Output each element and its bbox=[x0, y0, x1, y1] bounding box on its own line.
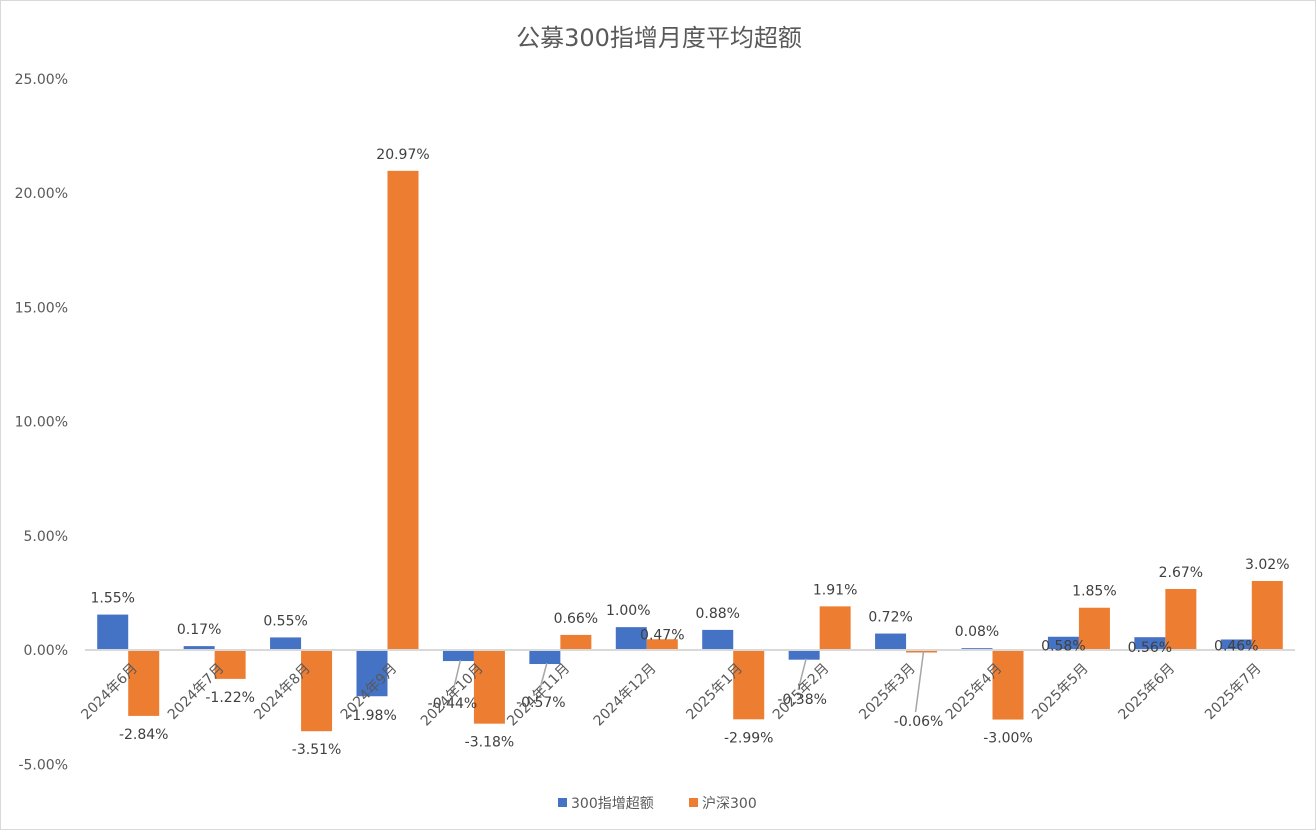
data-label: -0.57% bbox=[516, 695, 566, 711]
bar-csi300 bbox=[1251, 580, 1283, 650]
data-label: -1.98% bbox=[347, 708, 397, 724]
bar-index-enhanced bbox=[788, 651, 820, 660]
data-label: 0.58% bbox=[1041, 639, 1085, 655]
data-label: 2.67% bbox=[1159, 565, 1203, 581]
legend: 300指增超额 沪深300 bbox=[558, 796, 757, 812]
data-label: 0.55% bbox=[263, 613, 307, 629]
data-label: -1.22% bbox=[205, 690, 255, 706]
bar-csi300 bbox=[1078, 607, 1110, 650]
chart-title: 公募300指增月度平均超额 bbox=[516, 24, 802, 52]
data-label: 0.66% bbox=[554, 611, 598, 627]
leader-line bbox=[797, 658, 807, 691]
bar-csi300 bbox=[646, 639, 678, 650]
bar-index-enhanced bbox=[97, 614, 129, 650]
data-label: -0.44% bbox=[428, 696, 478, 712]
bars bbox=[97, 170, 1283, 732]
y-tick-label: 0.00% bbox=[24, 643, 68, 659]
x-tick-label: 2025年6月 bbox=[1116, 661, 1179, 724]
y-tick-label: 10.00% bbox=[15, 415, 68, 431]
data-label: -0.06% bbox=[894, 714, 944, 730]
y-tick-label: 25.00% bbox=[15, 72, 68, 88]
data-label: 0.47% bbox=[640, 627, 684, 643]
bar-csi300 bbox=[992, 651, 1024, 720]
data-label: -2.99% bbox=[724, 730, 774, 746]
data-label: -2.84% bbox=[119, 727, 169, 743]
bar-index-enhanced bbox=[1047, 636, 1079, 650]
bar-index-enhanced bbox=[1134, 637, 1166, 650]
data-labels: 1.55% 0.17% 0.55% -1.98% -0.44% -0.57% 1.00% 0.… bbox=[90, 147, 1289, 758]
bar-index-enhanced bbox=[529, 651, 561, 665]
bar-index-enhanced bbox=[615, 627, 647, 650]
data-label: 0.88% bbox=[695, 606, 739, 622]
leader-line bbox=[914, 651, 925, 713]
data-label: 0.08% bbox=[955, 624, 999, 640]
bar-csi300 bbox=[733, 651, 765, 720]
bar-csi300 bbox=[906, 651, 938, 653]
data-label: 0.17% bbox=[177, 622, 221, 638]
legend-swatch-csi300 bbox=[689, 798, 698, 807]
data-label: -0.38% bbox=[777, 692, 827, 708]
bar-csi300 bbox=[387, 170, 419, 650]
bar-index-enhanced bbox=[702, 629, 734, 650]
legend-label-300-index-enhanced: 300指增超额 bbox=[571, 796, 654, 812]
data-label: 0.46% bbox=[1214, 638, 1258, 654]
x-tick-label: 2024年12月 bbox=[591, 661, 660, 730]
bar-csi300 bbox=[819, 606, 851, 650]
legend-swatch-300-index-enhanced bbox=[558, 798, 567, 807]
bar-index-enhanced bbox=[1220, 639, 1252, 650]
bar-csi300 bbox=[301, 651, 333, 732]
data-label: 1.91% bbox=[813, 582, 857, 598]
label-leader-lines bbox=[451, 651, 925, 713]
bar-csi300 bbox=[214, 651, 246, 679]
data-label: 0.72% bbox=[868, 610, 912, 626]
data-label: -3.00% bbox=[983, 731, 1033, 747]
y-tick-label: -5.00% bbox=[18, 757, 68, 773]
bar-csi300 bbox=[1165, 588, 1197, 650]
x-tick-label: 2025年5月 bbox=[1029, 661, 1092, 724]
bar-index-enhanced bbox=[183, 646, 215, 650]
y-tick-label: 5.00% bbox=[24, 529, 68, 545]
y-axis: 25.00% 20.00% 15.00% 10.00% 5.00% 0.00% -5.00% bbox=[15, 72, 68, 774]
data-label: 20.97% bbox=[376, 147, 429, 163]
leader-line bbox=[451, 659, 462, 695]
bar-index-enhanced bbox=[270, 637, 302, 650]
data-label: -3.51% bbox=[292, 742, 342, 758]
y-tick-label: 20.00% bbox=[15, 186, 68, 202]
data-label: 1.55% bbox=[90, 591, 134, 607]
data-label: 3.02% bbox=[1245, 557, 1289, 573]
legend-label-csi300: 沪深300 bbox=[702, 796, 757, 812]
data-label: 1.85% bbox=[1072, 584, 1116, 600]
bar-csi300 bbox=[473, 651, 505, 724]
bar-index-enhanced bbox=[442, 651, 474, 662]
leader-line bbox=[538, 662, 548, 694]
bar-csi300 bbox=[560, 634, 592, 650]
bar-index-enhanced bbox=[356, 651, 388, 697]
x-axis: 2024年6月 2024年7月 2024年8月 2024年9月 2024年10月 2024… bbox=[78, 661, 1264, 730]
data-label: 0.56% bbox=[1128, 640, 1172, 656]
y-tick-label: 15.00% bbox=[15, 300, 68, 316]
data-label: 1.00% bbox=[606, 603, 650, 619]
bar-csi300 bbox=[128, 651, 160, 716]
x-tick-label: 2025年7月 bbox=[1202, 661, 1265, 724]
data-label: -3.18% bbox=[465, 735, 515, 751]
bar-index-enhanced bbox=[875, 633, 907, 650]
